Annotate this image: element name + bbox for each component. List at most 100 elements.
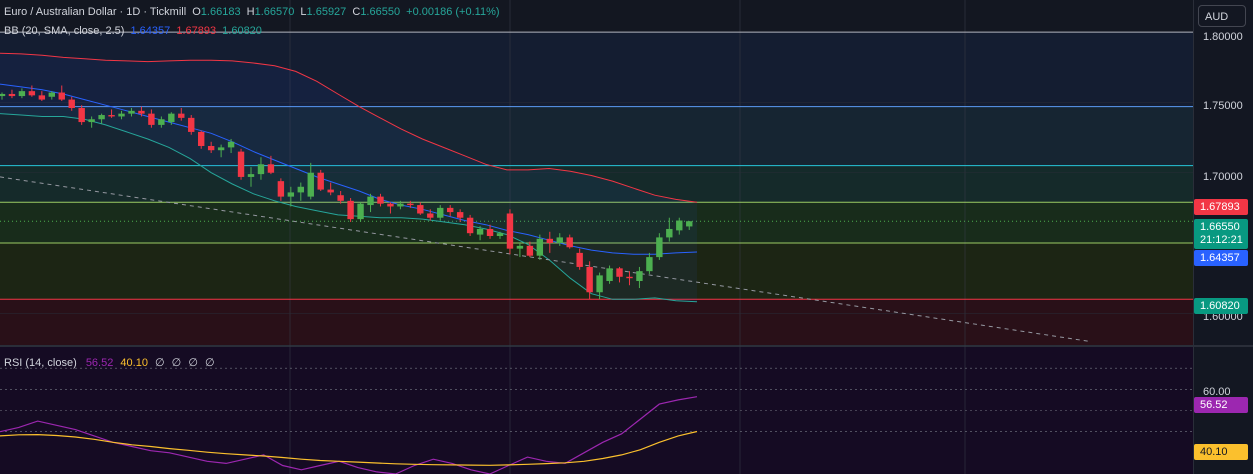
rsi-placeholder: ∅	[171, 357, 182, 369]
candle-body	[18, 91, 26, 97]
candle-body	[148, 113, 155, 125]
candle-body	[168, 113, 175, 123]
high-label: H	[246, 6, 255, 18]
candle-body	[566, 237, 573, 248]
candle-body	[397, 203, 404, 207]
high-value: 1.66570	[254, 6, 295, 18]
rsi-ma-price-tag: 40.10	[1194, 444, 1248, 460]
low-value: 1.65927	[306, 6, 347, 18]
rsi-ma-value: 40.10	[120, 357, 148, 369]
bb-upper-value: 1.67893	[176, 25, 217, 37]
candle-body	[227, 141, 235, 148]
candle-body	[606, 268, 613, 282]
open-value: 1.66183	[200, 6, 241, 18]
close-value: 1.66550	[360, 6, 401, 18]
bb-upper-price-tag: 1.67893	[1194, 199, 1248, 215]
candle-body	[626, 276, 633, 279]
currency-unit-button[interactable]: AUD	[1198, 5, 1246, 27]
candle-body	[676, 220, 683, 231]
candle-body	[526, 245, 534, 256]
candle-body	[387, 203, 394, 207]
rsi-ma-line	[0, 430, 698, 466]
candle-body	[367, 196, 374, 206]
open-label: O	[192, 6, 201, 18]
candle-body	[656, 237, 663, 258]
candle-body	[128, 110, 135, 114]
candle-body	[317, 172, 324, 190]
change-value: +0.00186 (+0.11%)	[406, 6, 500, 18]
bb-label[interactable]: BB (20, SMA, close, 2.5)	[4, 25, 125, 37]
candle-body	[546, 238, 553, 244]
candle-body	[496, 233, 504, 237]
candle-body	[198, 131, 205, 146]
candle-body	[28, 91, 36, 96]
rsi-placeholder: ∅	[188, 357, 198, 369]
candle-body	[178, 113, 185, 118]
candle-body	[108, 115, 115, 117]
candle-body	[207, 145, 215, 151]
last-price-tag: 1.66550 21:12:21	[1194, 219, 1248, 249]
candle-body	[377, 196, 384, 204]
candle-body	[237, 151, 245, 177]
symbol-title[interactable]: Euro / Australian Dollar · 1D · Tickmill	[4, 6, 187, 18]
candle-body	[138, 110, 145, 114]
candle-body	[8, 93, 16, 97]
candle-body	[506, 213, 514, 249]
bb-lower-value: 1.60820	[222, 25, 262, 37]
price-zone-band	[0, 202, 1193, 244]
candle-body	[596, 275, 603, 293]
candle-body	[466, 217, 474, 234]
candle-body	[347, 200, 354, 220]
candle-body	[476, 228, 484, 235]
candle-body	[586, 266, 593, 293]
price-zone-band	[0, 0, 1193, 33]
candle-body	[68, 99, 75, 109]
candle-body	[58, 92, 65, 100]
candle-body	[158, 119, 165, 125]
candle-body	[417, 205, 424, 214]
candle-body	[297, 186, 304, 193]
candle-body	[188, 117, 195, 132]
candle-body	[556, 237, 563, 244]
candle-body	[447, 207, 454, 213]
candle-body	[88, 119, 95, 123]
candle-body	[666, 228, 673, 238]
candle-body	[38, 95, 46, 100]
candle-body	[0, 93, 6, 97]
candle-body	[78, 108, 85, 123]
candle-body	[277, 181, 285, 197]
bb-lower-price-tag: 1.60820	[1194, 298, 1248, 314]
candle-body	[686, 221, 693, 227]
price-zone-band	[0, 165, 1193, 203]
price-zone-band	[0, 299, 1193, 345]
rsi-label[interactable]: RSI (14, close)	[4, 357, 77, 369]
candle-body	[337, 195, 344, 201]
rsi-placeholder: ∅	[155, 357, 165, 369]
bb-mid-price-tag: 1.64357	[1194, 250, 1248, 266]
bar-countdown: 21:12:21	[1200, 234, 1243, 246]
low-label: L	[300, 6, 307, 18]
candle-body	[636, 271, 643, 282]
symbol-legend[interactable]: Euro / Australian Dollar · 1D · Tickmill…	[4, 6, 503, 18]
bb-upper-line	[0, 52, 698, 203]
candle-body	[616, 268, 623, 277]
price-zone-band	[0, 32, 1193, 107]
candle-body	[486, 228, 494, 237]
candle-body	[48, 92, 55, 97]
candle-body	[118, 113, 125, 117]
candle-body	[456, 212, 464, 218]
candle-body	[536, 238, 544, 256]
price-tick: 1.75000	[1203, 100, 1243, 112]
price-tick: 1.60000	[1203, 311, 1243, 323]
candle-body	[247, 174, 255, 177]
rsi-legend[interactable]: RSI (14, close) 56.52 40.10 ∅ ∅ ∅ ∅	[4, 356, 215, 369]
candle-body	[357, 203, 364, 220]
candle-body	[307, 172, 314, 197]
candle-body	[437, 207, 444, 218]
bb-middle-line	[0, 83, 698, 255]
bb-legend[interactable]: BB (20, SMA, close, 2.5) 1.64357 1.67893…	[4, 25, 265, 37]
rsi-price-tag: 56.52	[1194, 397, 1248, 413]
candle-body	[257, 164, 265, 175]
candle-body	[427, 213, 434, 218]
